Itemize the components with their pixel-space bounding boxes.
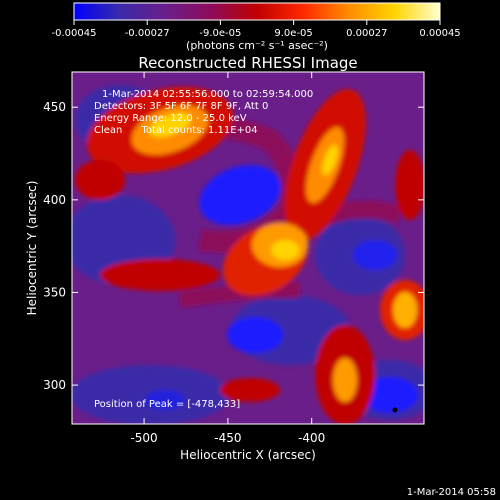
map-blob [393,292,417,328]
info-box: 1-Mar-2014 02:55:56.000 to 02:59:54.000 … [94,89,313,136]
x-axis-ticks: -500 -450 -400 [130,72,325,445]
map-blob [322,144,338,176]
info-line-energy: Energy Range: 12.0 - 25.0 keV [94,113,247,124]
y-axis-ticks: 300 350 400 450 [43,100,424,392]
colorbar-tick-label: 9.0e-05 [274,28,312,39]
map-blob [220,378,280,402]
plot-title: Reconstructed RHESSI Image [138,54,357,72]
y-tick-label: 300 [43,378,66,392]
map-blob [271,240,299,260]
colorbar-tick-label: -0.00027 [125,28,170,39]
map-blob [149,112,191,138]
map-blob [353,240,397,270]
colorbar-units: (photons cm⁻² s⁻¹ asec⁻²) [186,39,328,52]
plot-frame [71,71,425,425]
info-line-detectors: Detectors: 3F 5F 6F 7F 8F 9F, Att 0 [94,101,268,112]
x-tick-label: -400 [298,431,325,445]
map-blob [145,390,185,410]
peak-position-label: Position of Peak = [-478,433] [94,399,240,410]
x-axis-label: Heliocentric X (arcsec) [180,448,316,462]
map-blob [362,377,418,413]
colorbar-tick-label: -9.0e-05 [199,28,241,39]
colorbar-tick-label: 0.00045 [419,28,460,39]
x-tick-label: -500 [130,431,157,445]
map-blob [100,259,220,291]
colorbar-strip [73,2,441,21]
image-map [72,72,424,424]
colorbar: -0.00045 -0.00027 -9.0e-05 9.0e-05 0.00027 0.… [52,2,461,52]
x-tick-label: -450 [214,431,241,445]
map-features [72,85,424,424]
info-line-clean: Clean Total counts: 1.11E+04 [94,125,258,136]
colorbar-ticks [73,20,441,25]
map-blob [227,317,283,353]
y-tick-label: 450 [43,100,66,114]
colorbar-tick-label: 0.00027 [346,28,387,39]
colorbar-tick-label: -0.00045 [52,28,97,39]
colorbar-tick-labels: -0.00045 -0.00027 -9.0e-05 9.0e-05 0.00027 0.… [52,28,461,39]
y-tick-label: 350 [43,285,66,299]
dark-spot [392,407,398,413]
y-tick-label: 400 [43,193,66,207]
map-blob [75,160,125,200]
footer-timestamp: 1-Mar-2014 05:58 [407,487,496,498]
info-line-time: 1-Mar-2014 02:55:56.000 to 02:59:54.000 [102,89,313,100]
map-blob [333,358,357,402]
map-blob [199,165,281,225]
map-blob [395,150,424,220]
y-axis-label: Heliocentric Y (arcsec) [25,181,39,316]
